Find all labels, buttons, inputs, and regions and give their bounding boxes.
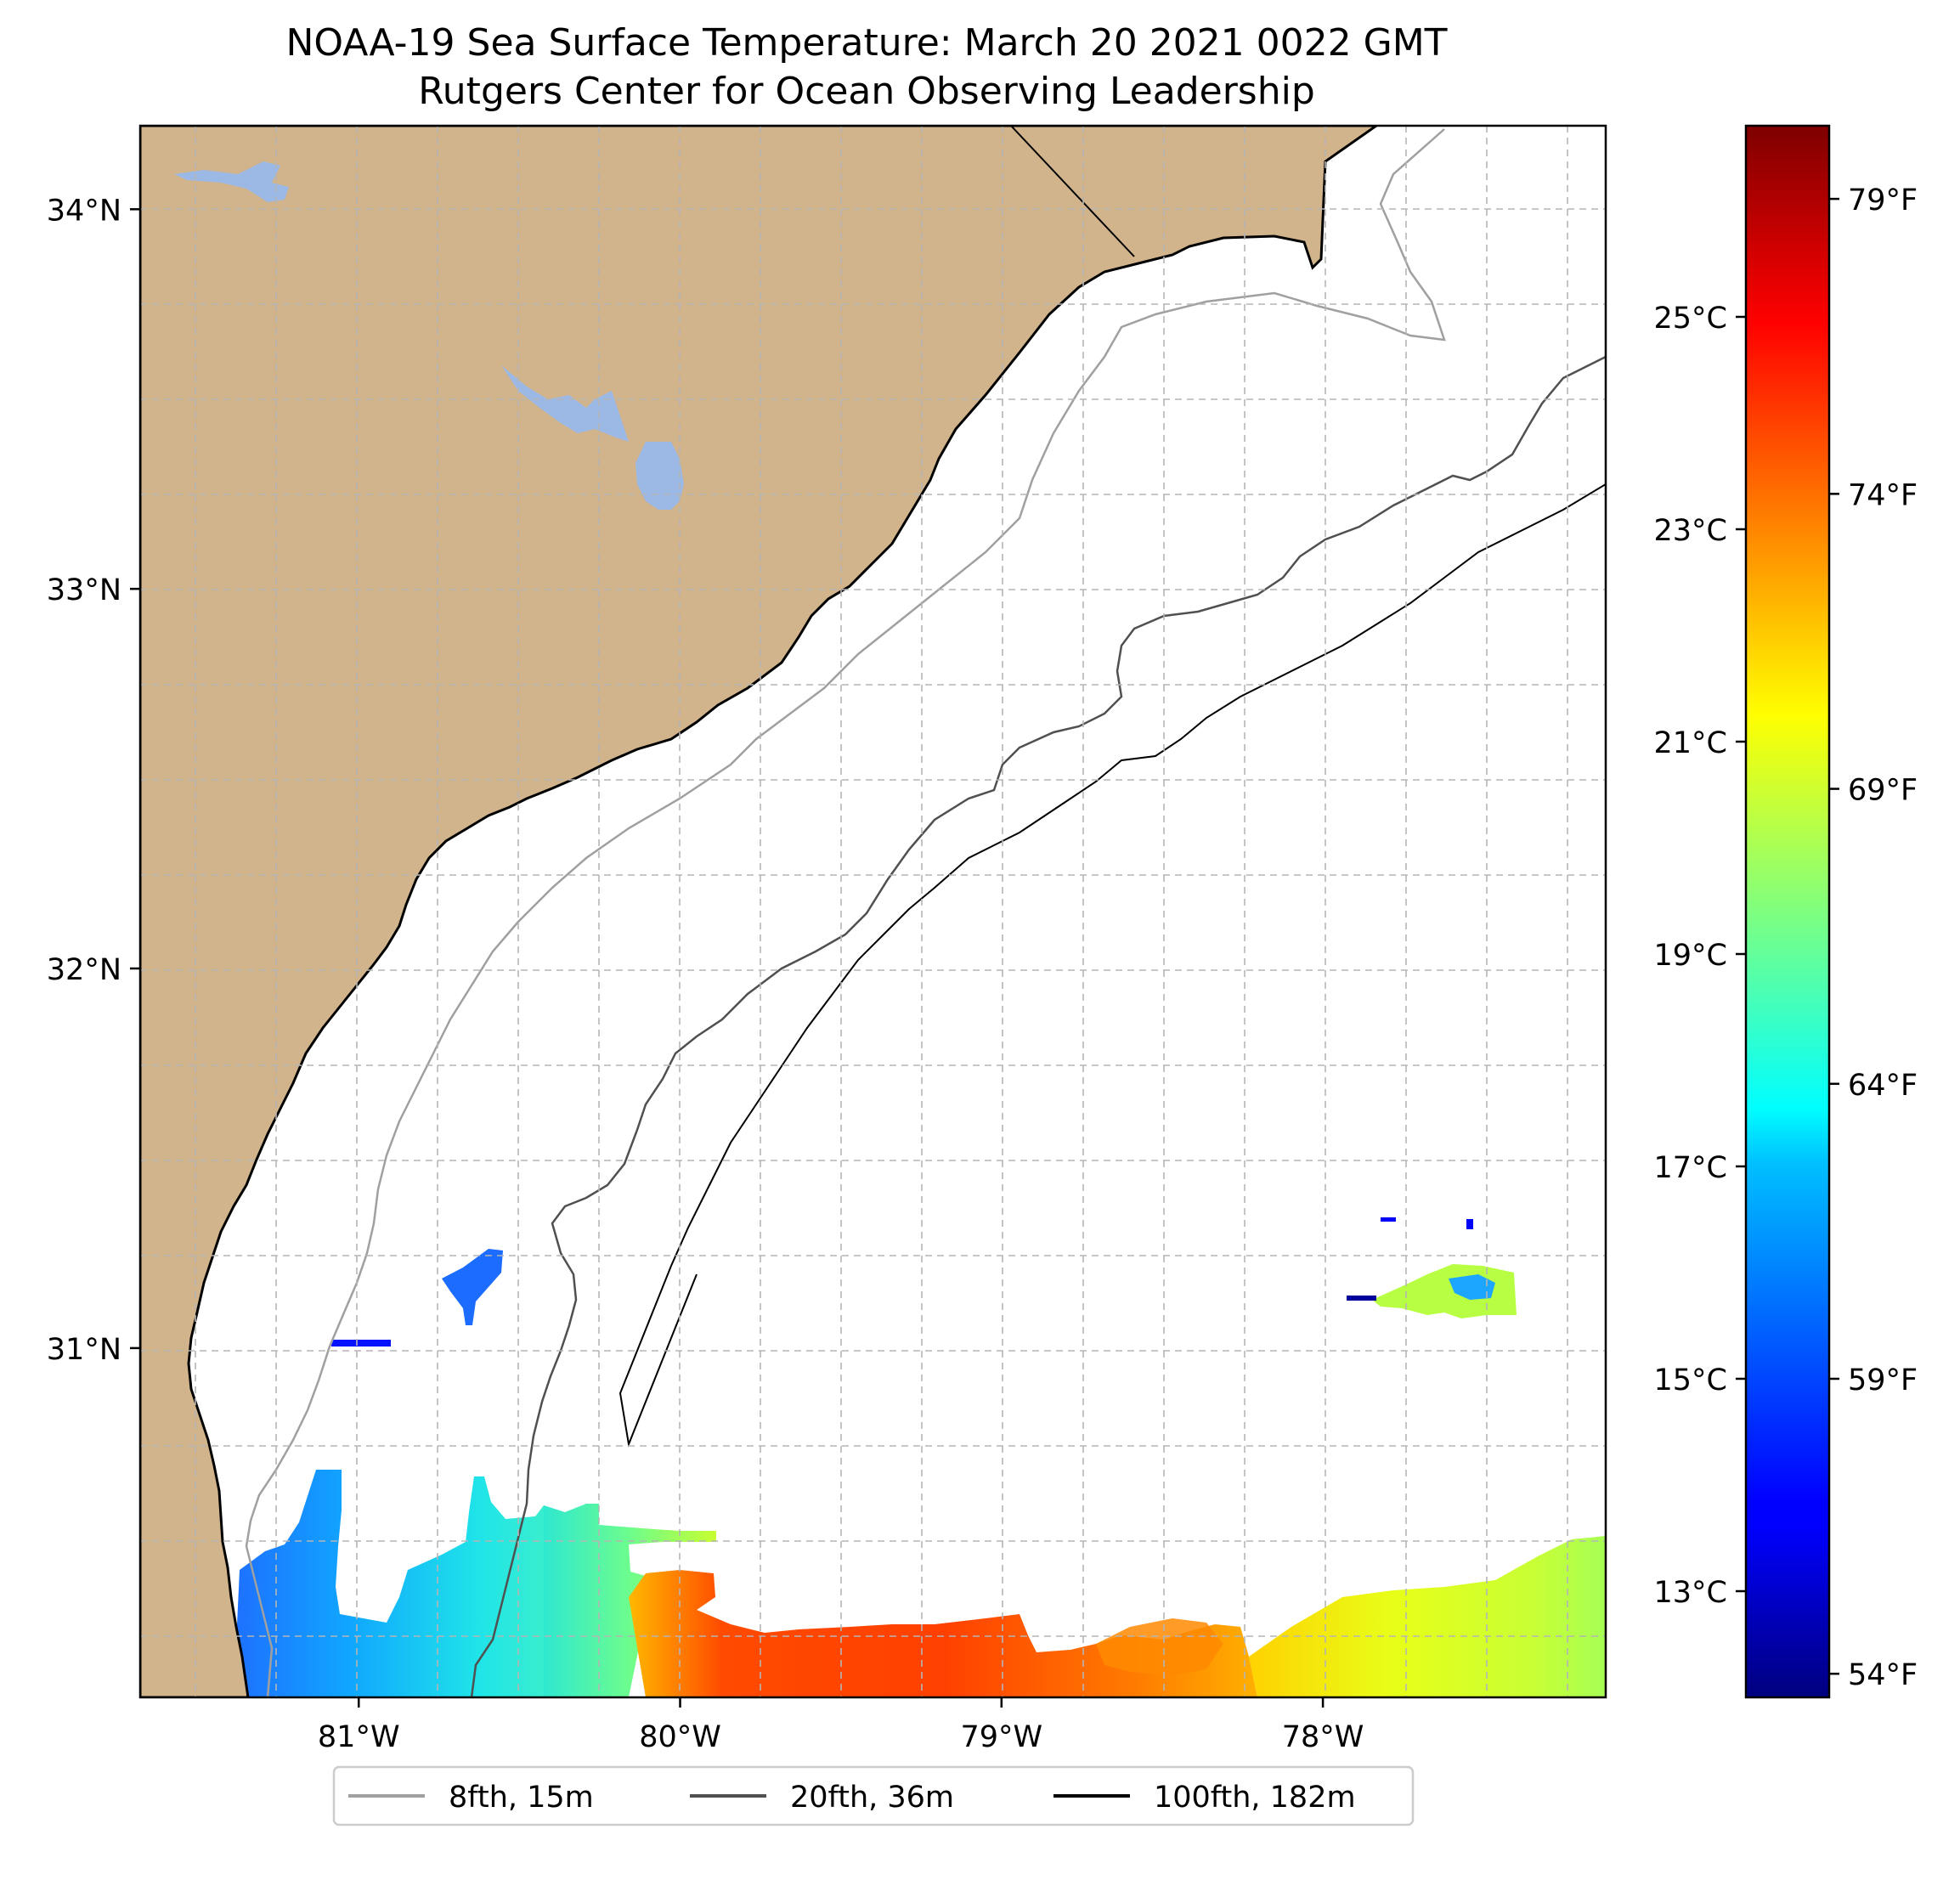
sst-data-layer xyxy=(234,1217,1606,1697)
sst-patch-shelf-cool xyxy=(234,1470,561,1697)
celsius-tick-label: 25°C xyxy=(1654,302,1727,336)
sst-strip-dark-blue-2 xyxy=(1347,1296,1376,1301)
celsius-tick-label: 23°C xyxy=(1654,514,1727,548)
legend-box xyxy=(332,1765,1415,1826)
lon-tick-label: 78°W xyxy=(1282,1720,1364,1754)
map-title: NOAA-19 Sea Surface Temperature: March 2… xyxy=(285,21,1447,65)
celsius-tick-label: 19°C xyxy=(1654,939,1727,973)
lon-tick-label: 80°W xyxy=(639,1720,721,1754)
lake-3 xyxy=(635,442,684,510)
sst-strip-dark-blue-4 xyxy=(1466,1219,1473,1229)
sst-strip-dark-blue-3 xyxy=(1381,1217,1396,1222)
map-frame xyxy=(138,124,1607,1699)
colorbar-fahrenheit-axis: 54°F 59°F 64°F 69°F 74°F 79°F xyxy=(1829,183,1918,1692)
lat-tick-label: 34°N xyxy=(47,194,121,228)
lat-tick-label: 33°N xyxy=(47,573,121,607)
map-panel xyxy=(140,126,1606,1697)
colorbar-bar xyxy=(1744,124,1831,1699)
fahrenheit-tick-label: 79°F xyxy=(1848,183,1918,217)
lake-2 xyxy=(501,365,629,442)
lon-tick-label: 79°W xyxy=(960,1720,1042,1754)
fahrenheit-tick-label: 64°F xyxy=(1848,1069,1918,1103)
colorbar-celsius-axis: 13°C 15°C 17°C 19°C 21°C 23°C 25°C xyxy=(1654,302,1746,1610)
sst-patch-orange-strip xyxy=(1096,1618,1223,1675)
isobath-legend: 8fth, 15m 20fth, 36m 100fth, 182m xyxy=(332,1765,1415,1826)
lat-tick-label: 31°N xyxy=(47,1333,121,1367)
isobath-100fth xyxy=(619,483,1606,1448)
lat-tick-label: 32°N xyxy=(47,953,121,987)
celsius-tick-label: 15°C xyxy=(1654,1363,1727,1397)
sst-patch-offshore-31n-east-cool xyxy=(1449,1274,1495,1300)
fahrenheit-tick-label: 54°F xyxy=(1848,1658,1918,1692)
legend-label-100fth: 100fth, 182m xyxy=(1154,1781,1356,1815)
fahrenheit-tick-label: 74°F xyxy=(1848,478,1918,512)
legend-label-8fth: 8fth, 15m xyxy=(449,1781,594,1815)
legend-label-20fth: 20fth, 36m xyxy=(790,1781,954,1815)
longitude-axis: 81°W 80°W 79°W 78°W xyxy=(318,1697,1364,1754)
celsius-tick-label: 17°C xyxy=(1654,1151,1727,1185)
sst-patch-offshore-31n xyxy=(442,1249,503,1325)
sst-patch-warm-center xyxy=(629,1570,1257,1697)
map-subtitle: Rutgers Center for Ocean Observing Leade… xyxy=(418,70,1315,113)
sst-patch-warm-east xyxy=(1249,1536,1606,1697)
state-border xyxy=(1010,126,1135,257)
isobath-20fth xyxy=(470,355,1606,1697)
lake-1 xyxy=(174,161,289,202)
celsius-tick-label: 21°C xyxy=(1654,726,1727,760)
sst-strip-dark-blue-1 xyxy=(331,1340,391,1346)
gridlines xyxy=(140,126,1606,1697)
colorbar: 13°C 15°C 17°C 19°C 21°C 23°C 25°C 54°F 59°F 64°… xyxy=(1654,124,1918,1699)
land-mass xyxy=(140,126,1379,1697)
fahrenheit-tick-label: 59°F xyxy=(1848,1363,1918,1397)
latitude-axis: 34°N 33°N 32°N 31°N xyxy=(47,194,140,1367)
fahrenheit-tick-label: 69°F xyxy=(1848,774,1918,808)
lon-tick-label: 81°W xyxy=(318,1720,400,1754)
celsius-tick-label: 13°C xyxy=(1654,1576,1727,1610)
